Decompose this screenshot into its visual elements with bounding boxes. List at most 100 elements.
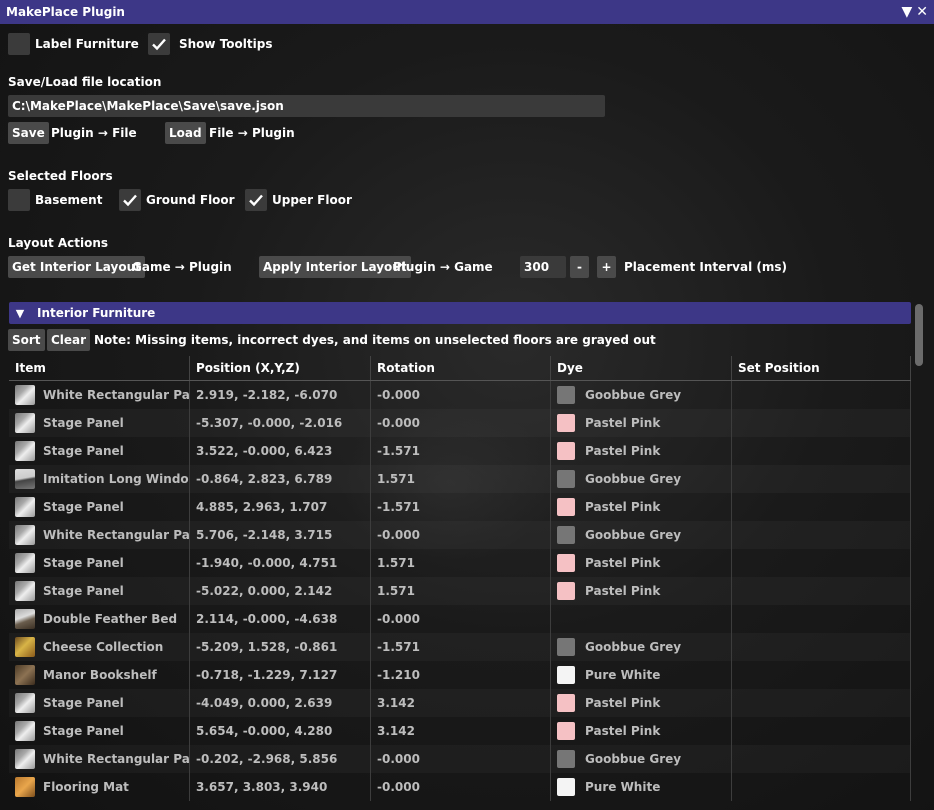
rotation-cell: -0.000: [371, 745, 551, 773]
table-row[interactable]: White Rectangular Partition-0.202, -2.96…: [9, 745, 911, 773]
interval-decrease-button[interactable]: -: [570, 256, 589, 278]
dye-swatch: [557, 470, 575, 488]
sort-button[interactable]: Sort: [8, 329, 45, 351]
dye-name: Pastel Pink: [585, 724, 661, 738]
table-row[interactable]: Stage Panel 4.885, 2.963, 1.707 -1.571 Past…: [9, 493, 911, 521]
table-row[interactable]: White Rectangular Partition2.919, -2.182…: [9, 381, 911, 409]
table-row[interactable]: Stage Panel -1.940, -0.000, 4.751 1.571 Pas…: [9, 549, 911, 577]
table-row[interactable]: Stage Panel 3.522, -0.000, 6.423 -1.571 Pas…: [9, 437, 911, 465]
window-title: MakePlace Plugin: [6, 5, 125, 19]
set-position-cell[interactable]: [732, 577, 911, 605]
label-furniture-checkbox[interactable]: [8, 33, 30, 55]
table-row[interactable]: Double Feather Bed 2.114, -0.000, -4.638-…: [9, 605, 911, 633]
rotation-cell: -1.571: [371, 633, 551, 661]
table-row[interactable]: Stage Panel -5.022, 0.000, 2.142 1.571 Past…: [9, 577, 911, 605]
dye-cell: Pastel Pink: [551, 549, 732, 577]
furniture-scrollbar[interactable]: [913, 302, 925, 810]
dye-name: Pastel Pink: [585, 584, 661, 598]
selected-floors-heading: Selected Floors: [8, 169, 113, 183]
ground-floor-label: Ground Floor: [146, 193, 235, 207]
dye-cell: Pure White: [551, 773, 732, 801]
close-icon[interactable]: ✕: [916, 4, 928, 20]
basement-checkbox[interactable]: [8, 189, 30, 211]
set-position-cell[interactable]: [732, 717, 911, 745]
item-name: Cheese Collection: [43, 640, 164, 654]
table-row[interactable]: Stage Panel -5.307, -0.000, -2.016 -0.000 P…: [9, 409, 911, 437]
column-header-position[interactable]: Position (X,Y,Z): [190, 356, 371, 380]
placement-interval-input[interactable]: 300: [520, 256, 566, 278]
rotation-cell: -0.000: [371, 381, 551, 409]
save-button[interactable]: Save: [8, 122, 49, 144]
interior-furniture-header[interactable]: ▼ Interior Furniture: [9, 302, 911, 324]
dye-cell: Pastel Pink: [551, 437, 732, 465]
rotation-cell: -0.000: [371, 409, 551, 437]
set-position-cell[interactable]: [732, 437, 911, 465]
item-cell: Stage Panel: [9, 409, 190, 437]
rotation-cell: -0.000: [371, 521, 551, 549]
table-row[interactable]: Stage Panel 5.654, -0.000, 4.280 3.142 Past…: [9, 717, 911, 745]
dye-swatch: [557, 582, 575, 600]
table-row[interactable]: Flooring Mat 3.657, 3.803, 3.940 -0.000 Pur…: [9, 773, 911, 801]
column-header-dye[interactable]: Dye: [551, 356, 732, 380]
rotation-cell: -0.000: [371, 605, 551, 633]
ground-floor-checkbox[interactable]: [119, 189, 141, 211]
set-position-cell[interactable]: [732, 633, 911, 661]
table-row[interactable]: White Rectangular Partition5.706, -2.148…: [9, 521, 911, 549]
position-cell: 2.114, -0.000, -4.638: [190, 605, 371, 633]
upper-floor-checkbox[interactable]: [245, 189, 267, 211]
item-name: Stage Panel: [43, 416, 124, 430]
table-row[interactable]: Imitation Long Window -0.864, 2.823, 6.78…: [9, 465, 911, 493]
position-cell: -0.202, -2.968, 5.856: [190, 745, 371, 773]
panel-icon: [15, 749, 35, 769]
set-position-cell[interactable]: [732, 689, 911, 717]
interior-furniture-title: Interior Furniture: [37, 306, 156, 320]
set-position-cell[interactable]: [732, 549, 911, 577]
file-path-input[interactable]: C:\MakePlace\MakePlace\Save\save.json: [8, 95, 605, 117]
set-position-cell[interactable]: [732, 465, 911, 493]
show-tooltips-checkbox[interactable]: [148, 33, 170, 55]
scrollbar-thumb[interactable]: [915, 304, 923, 366]
position-cell: 5.654, -0.000, 4.280: [190, 717, 371, 745]
item-cell: Stage Panel: [9, 717, 190, 745]
set-position-cell[interactable]: [732, 661, 911, 689]
column-header-rotation[interactable]: Rotation: [371, 356, 551, 380]
item-cell: Stage Panel: [9, 437, 190, 465]
set-position-cell[interactable]: [732, 381, 911, 409]
interval-increase-button[interactable]: +: [597, 256, 616, 278]
column-header-item[interactable]: Item: [9, 356, 190, 380]
collapse-icon[interactable]: ▼: [901, 4, 913, 20]
bookshelf-icon: [15, 665, 35, 685]
dye-swatch: [557, 778, 575, 796]
item-cell: Stage Panel: [9, 493, 190, 521]
set-position-cell[interactable]: [732, 773, 911, 801]
save-description: Plugin → File: [51, 126, 137, 140]
item-cell: Flooring Mat: [9, 773, 190, 801]
show-tooltips-label: Show Tooltips: [179, 37, 273, 51]
table-row[interactable]: Stage Panel -4.049, 0.000, 2.639 3.142 Past…: [9, 689, 911, 717]
position-cell: -5.022, 0.000, 2.142: [190, 577, 371, 605]
clear-button[interactable]: Clear: [47, 329, 91, 351]
apply-interior-layout-button[interactable]: Apply Interior Layout: [259, 256, 411, 278]
set-position-cell[interactable]: [732, 409, 911, 437]
item-name: Stage Panel: [43, 724, 124, 738]
checkmark-icon: [123, 194, 137, 207]
set-position-cell[interactable]: [732, 745, 911, 773]
set-position-cell[interactable]: [732, 605, 911, 633]
item-cell: White Rectangular Partition: [9, 745, 190, 773]
load-button[interactable]: Load: [165, 122, 206, 144]
get-interior-layout-button[interactable]: Get Interior Layout: [8, 256, 145, 278]
dye-name: Pastel Pink: [585, 416, 661, 430]
item-cell: White Rectangular Partition: [9, 521, 190, 549]
item-name: Manor Bookshelf: [43, 668, 157, 682]
position-cell: 4.885, 2.963, 1.707: [190, 493, 371, 521]
dye-swatch: [557, 526, 575, 544]
column-header-set-position[interactable]: Set Position: [732, 356, 911, 380]
item-cell: Double Feather Bed: [9, 605, 190, 633]
dye-cell: Goobbue Grey: [551, 633, 732, 661]
title-bar[interactable]: MakePlace Plugin ▼ ✕: [0, 0, 934, 24]
set-position-cell[interactable]: [732, 521, 911, 549]
set-position-cell[interactable]: [732, 493, 911, 521]
table-row[interactable]: Cheese Collection -5.209, 1.528, -0.861 -1…: [9, 633, 911, 661]
dye-swatch: [557, 722, 575, 740]
table-row[interactable]: Manor Bookshelf -0.718, -1.229, 7.127 -1.2…: [9, 661, 911, 689]
